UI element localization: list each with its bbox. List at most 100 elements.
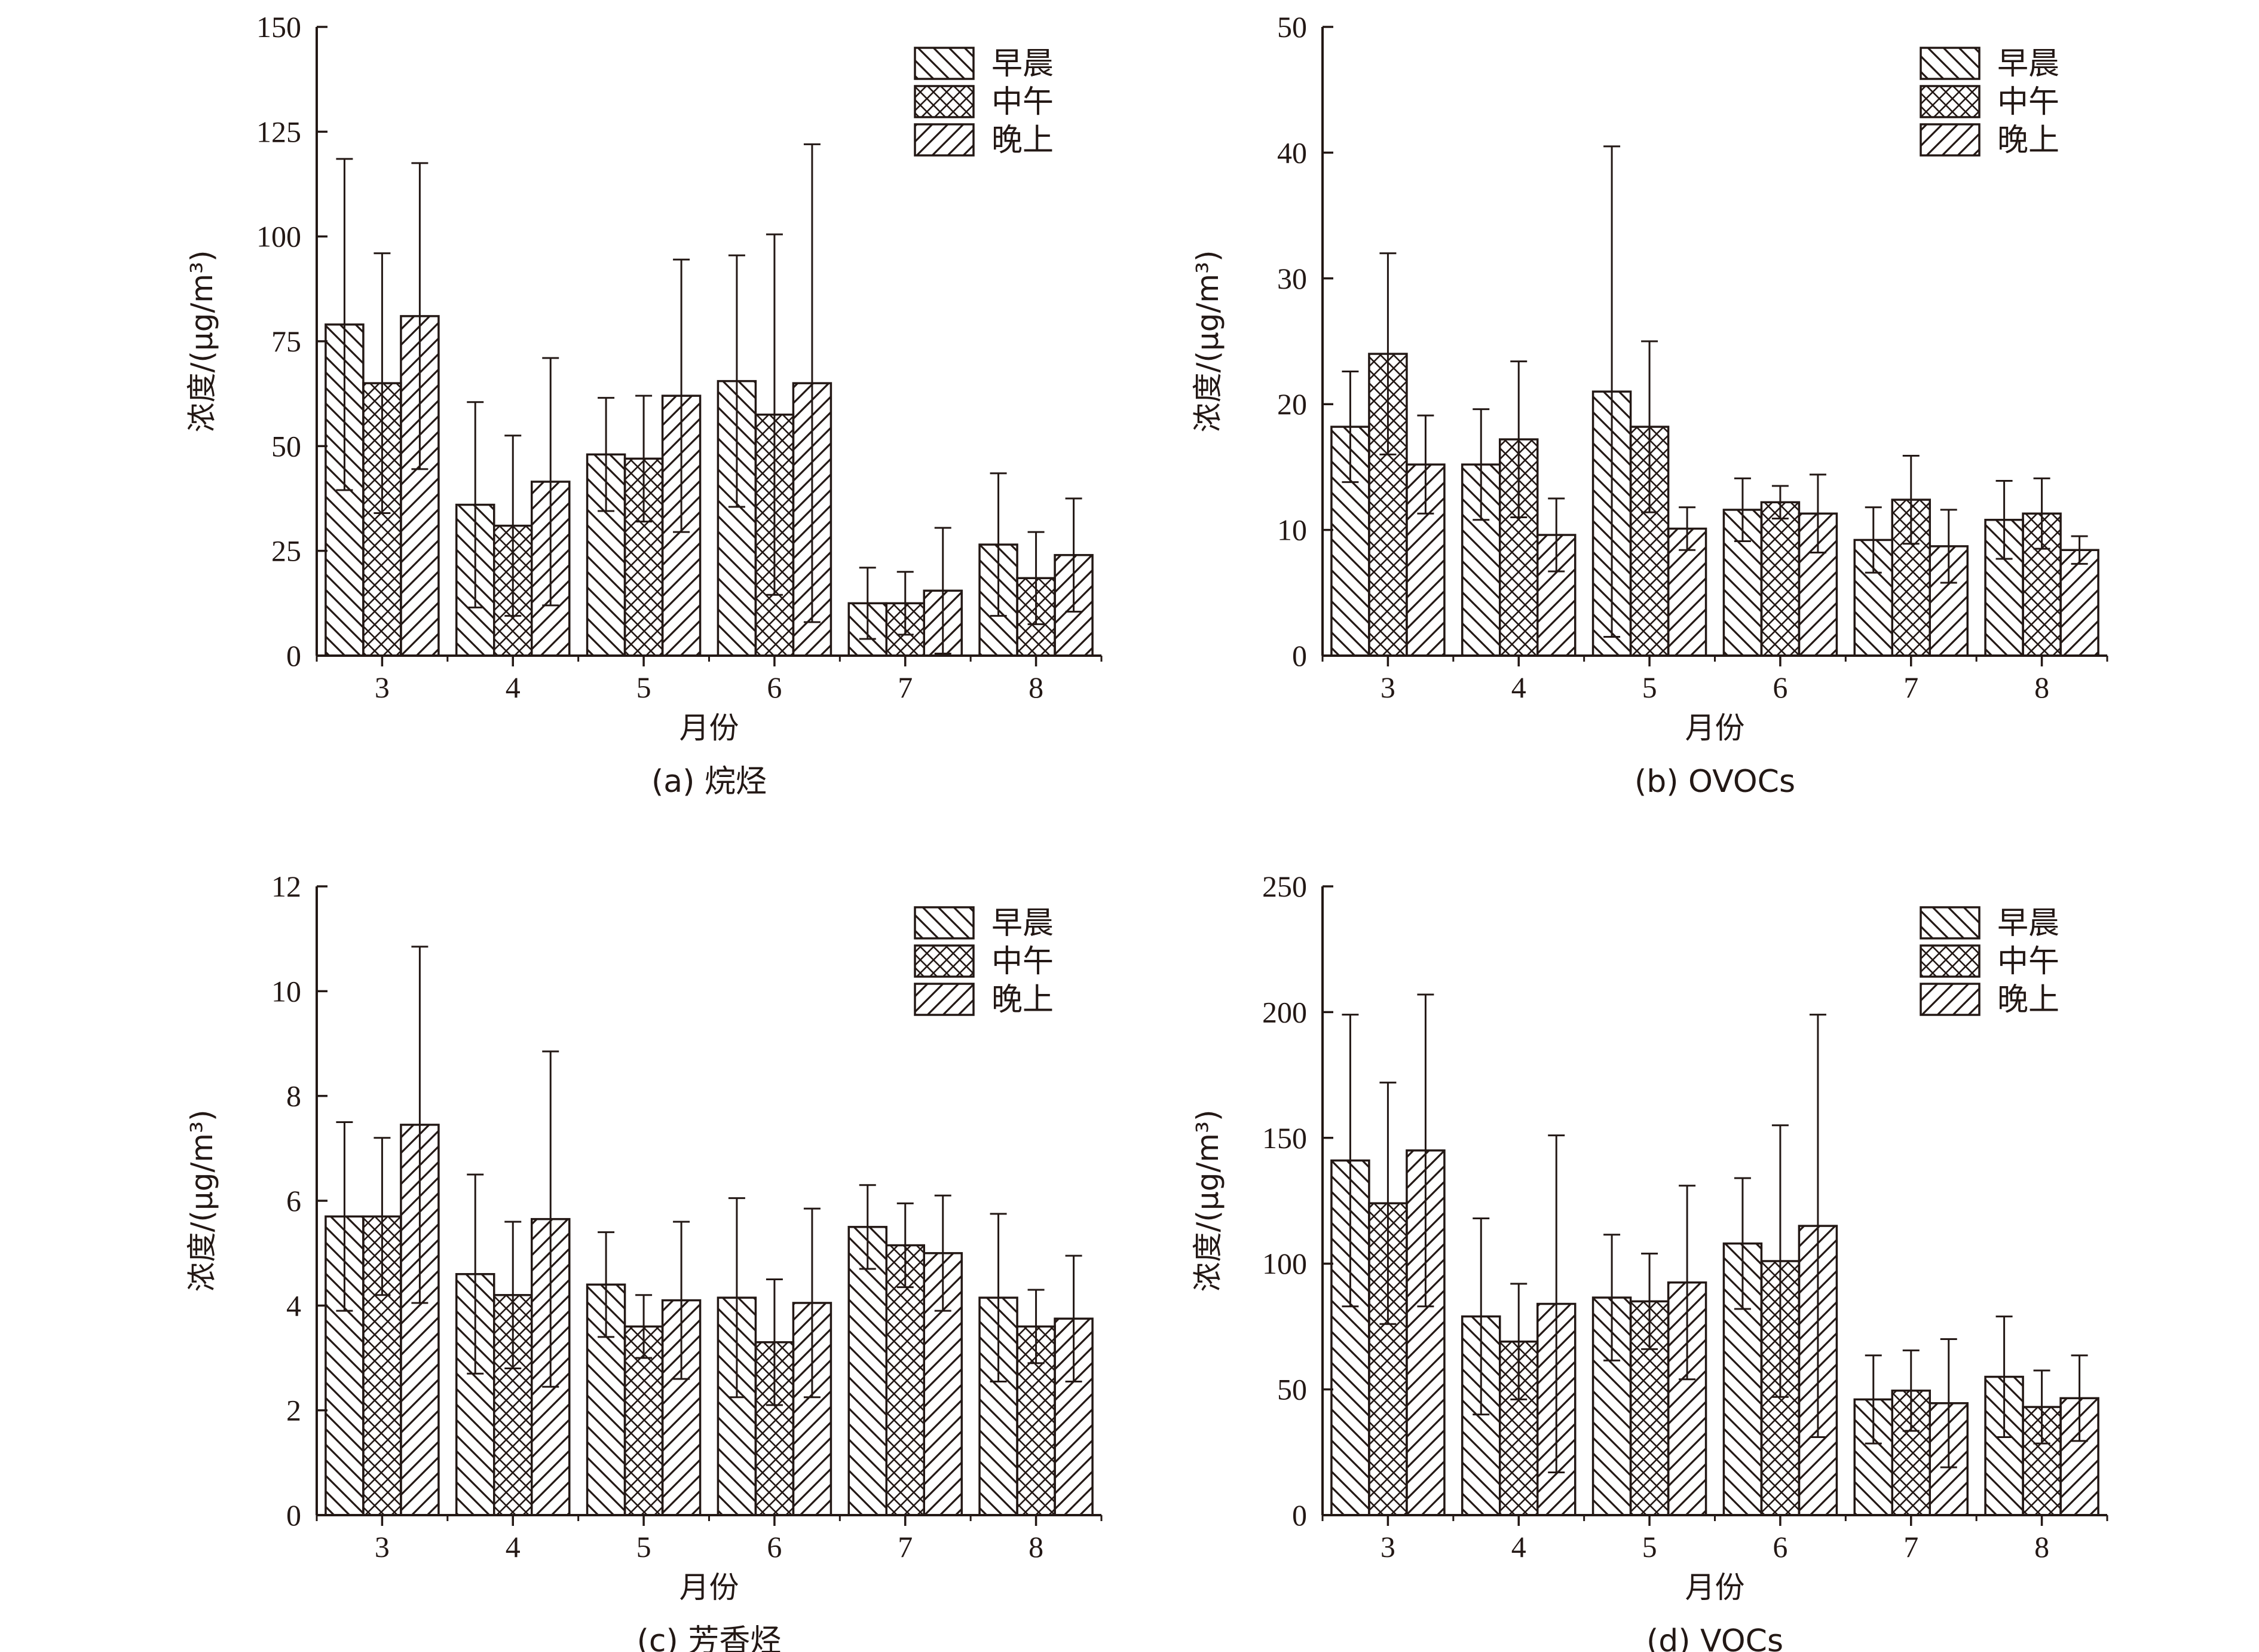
legend-swatch-2 — [914, 85, 975, 118]
legend-swatch-2 — [1920, 85, 1981, 118]
legend-label-3: 晚上 — [1997, 982, 2059, 1018]
legend-swatch-3 — [914, 123, 975, 157]
y-tick-label: 8 — [286, 1079, 301, 1113]
legend-label-2: 中午 — [991, 84, 1054, 120]
y-tick-label: 40 — [1277, 136, 1307, 169]
y-tick-label: 4 — [286, 1289, 301, 1322]
y-axis-title: 浓度/(μg/m³) — [185, 1109, 219, 1292]
x-tick-label-6: 6 — [767, 1530, 782, 1564]
y-tick-label: 0 — [286, 639, 301, 672]
legend-label-2: 中午 — [991, 944, 1054, 980]
y-tick-label: 100 — [1262, 1247, 1307, 1280]
legend-label-1: 早晨 — [1997, 905, 2059, 941]
x-tick-label-5: 5 — [636, 1530, 651, 1564]
chart-panel-1: 0 25 50 75 100 125 150 3 4 5 6 7 8 月份 (a) 烷烃 浓度/(μg/m³)… — [185, 10, 1103, 800]
y-axis-title: 浓度/(μg/m³) — [185, 250, 219, 432]
chart-panel-4: 0 50 100 150 200 250 3 4 5 6 7 8 月份 (d) VOCs 浓度/(μg/m³… — [1190, 870, 2108, 1652]
bar-7-series-2 — [885, 1244, 925, 1516]
legend-swatch-3 — [1920, 983, 1981, 1016]
x-tick-label-7: 7 — [898, 1530, 913, 1564]
y-tick-label: 0 — [286, 1498, 301, 1532]
bar-6-series-2 — [1760, 501, 1801, 657]
x-tick-label-5: 5 — [636, 671, 651, 704]
panel-caption: (d) VOCs — [1646, 1623, 1783, 1652]
x-tick-label-7: 7 — [1903, 671, 1918, 704]
y-tick-label: 200 — [1262, 995, 1307, 1029]
x-axis-title: 月份 — [1685, 711, 1745, 745]
bar-8-series-1 — [978, 1296, 1018, 1516]
y-axis-title: 浓度/(μg/m³) — [1190, 1109, 1225, 1292]
y-tick-label: 10 — [271, 974, 301, 1008]
legend-swatch-2 — [914, 944, 975, 978]
y-tick-label: 12 — [271, 870, 301, 903]
legend-swatch-3 — [914, 983, 975, 1016]
y-tick-label: 250 — [1262, 870, 1307, 903]
panel-caption: (b) OVOCs — [1634, 764, 1795, 800]
y-tick-label: 50 — [1277, 10, 1307, 44]
x-tick-label-8: 8 — [2034, 671, 2049, 704]
panel-caption: (c) 芳香烃 — [637, 1623, 782, 1652]
legend-swatch-1 — [914, 906, 975, 940]
y-tick-label: 0 — [1292, 639, 1307, 672]
legend-label-1: 早晨 — [991, 46, 1054, 82]
x-tick-label-4: 4 — [1511, 1530, 1526, 1564]
y-tick-label: 150 — [1262, 1121, 1307, 1155]
x-tick-label-3: 3 — [1380, 1530, 1395, 1564]
legend-label-3: 晚上 — [991, 123, 1054, 158]
y-tick-label: 75 — [271, 325, 301, 358]
y-tick-label: 125 — [256, 115, 301, 148]
y-tick-label: 25 — [271, 534, 301, 568]
y-tick-label: 150 — [256, 10, 301, 44]
x-axis-title: 月份 — [1685, 1570, 1745, 1605]
x-tick-label-8: 8 — [1029, 1530, 1043, 1564]
y-tick-label: 20 — [1277, 387, 1307, 421]
x-tick-label-4: 4 — [506, 671, 521, 704]
x-tick-label-4: 4 — [506, 1530, 521, 1564]
x-tick-label-3: 3 — [1380, 671, 1395, 704]
legend-label-1: 早晨 — [991, 905, 1054, 941]
y-tick-label: 2 — [286, 1394, 301, 1427]
legend-label-3: 晚上 — [1997, 123, 2059, 158]
x-tick-label-6: 6 — [1773, 671, 1787, 704]
panel-caption: (a) 烷烃 — [651, 764, 767, 800]
y-tick-label: 0 — [1292, 1498, 1307, 1532]
legend-swatch-3 — [1920, 123, 1981, 157]
y-tick-label: 50 — [271, 429, 301, 463]
x-tick-label-3: 3 — [375, 1530, 390, 1564]
x-tick-label-7: 7 — [1903, 1530, 1918, 1564]
bar-7-series-1 — [847, 1226, 887, 1516]
legend-swatch-1 — [1920, 47, 1981, 80]
x-tick-label-4: 4 — [1511, 671, 1526, 704]
x-tick-label-6: 6 — [1773, 1530, 1787, 1564]
x-tick-label-6: 6 — [767, 671, 782, 704]
legend-swatch-1 — [1920, 906, 1981, 940]
x-axis-title: 月份 — [679, 711, 739, 745]
bar-8-series-3 — [2059, 549, 2099, 657]
legend-swatch-1 — [914, 47, 975, 80]
x-tick-label-5: 5 — [1642, 671, 1657, 704]
y-tick-label: 50 — [1277, 1373, 1307, 1406]
x-tick-label-3: 3 — [375, 671, 390, 704]
x-tick-label-5: 5 — [1642, 1530, 1657, 1564]
x-tick-label-8: 8 — [1029, 671, 1043, 704]
legend-label-2: 中午 — [1997, 944, 2059, 980]
y-tick-label: 6 — [286, 1184, 301, 1217]
legend-label-3: 晚上 — [991, 982, 1054, 1018]
legend-label-1: 早晨 — [1997, 46, 2059, 82]
legend-label-2: 中午 — [1997, 84, 2059, 120]
x-tick-label-7: 7 — [898, 671, 913, 704]
y-tick-label: 100 — [256, 220, 301, 253]
y-axis-title: 浓度/(μg/m³) — [1190, 250, 1225, 432]
x-tick-label-8: 8 — [2034, 1530, 2049, 1564]
legend-swatch-2 — [1920, 944, 1981, 978]
y-tick-label: 30 — [1277, 262, 1307, 295]
x-axis-title: 月份 — [679, 1570, 739, 1605]
y-tick-label: 10 — [1277, 513, 1307, 547]
chart-panel-2: 0 10 20 30 40 50 3 4 5 6 7 8 月份 (b) OVOCs 浓度/(μg/m³) 早晨… — [1190, 10, 2108, 800]
